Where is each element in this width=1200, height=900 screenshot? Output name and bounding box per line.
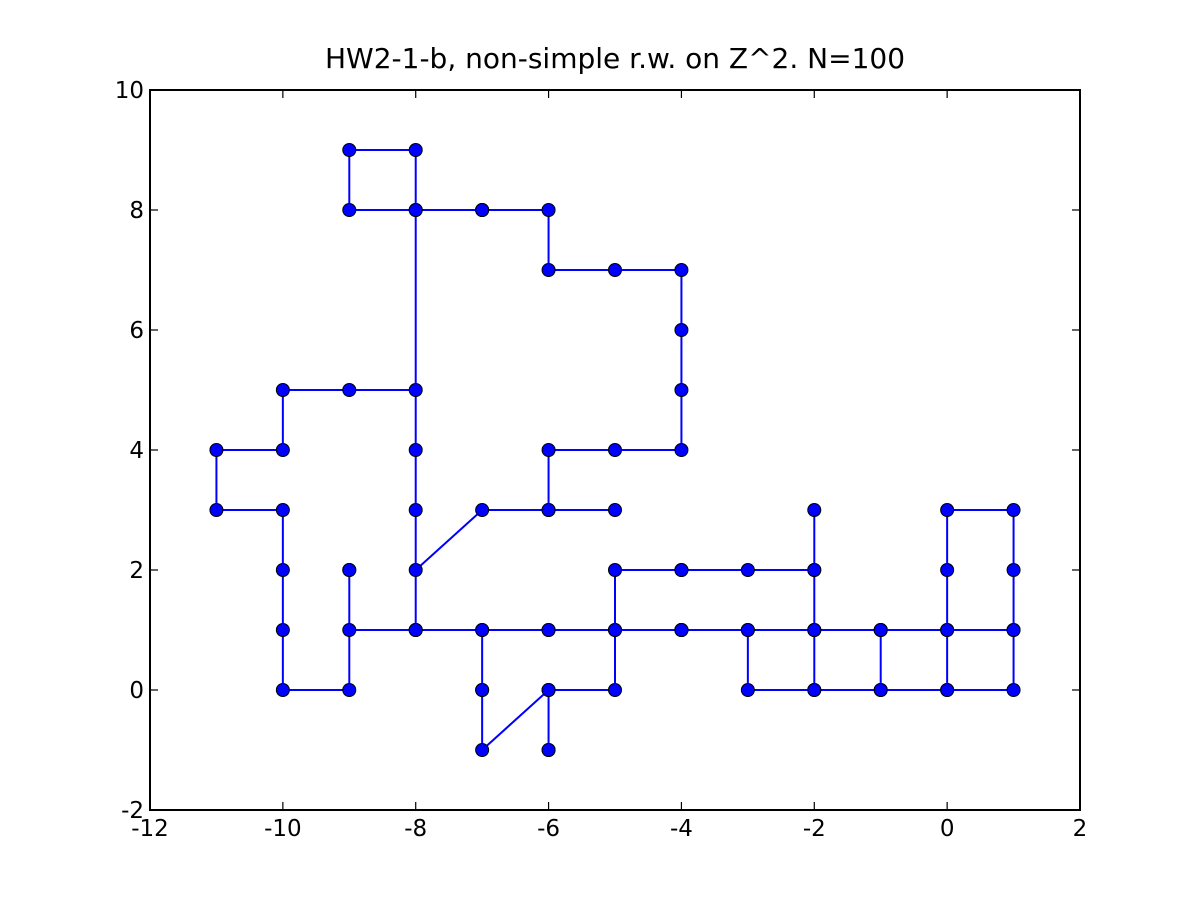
walk-point-marker: [275, 383, 290, 397]
walk-point-marker: [674, 383, 689, 397]
walk-point-marker: [674, 323, 689, 337]
walk-point-marker: [275, 623, 290, 637]
ticks-layer: -12 -10 -8 -6 -4 -2 0 2 -2 0 2 4 6 8 10: [115, 78, 1088, 842]
walk-point-marker: [940, 563, 955, 577]
walk-point-marker: [275, 563, 290, 577]
walk-point-marker: [1006, 503, 1021, 517]
walk-point-marker: [608, 263, 622, 277]
y-tick-label: 6: [129, 318, 144, 344]
walk-path-line: [215, 149, 1015, 753]
y-tick-label: 0: [129, 678, 144, 704]
walk-point-marker: [408, 443, 423, 457]
walk-point-marker: [608, 443, 622, 457]
walk-point-marker: [541, 443, 556, 457]
x-tick-label: -6: [537, 816, 560, 842]
walk-point-marker: [608, 503, 622, 517]
walk-point-marker: [873, 623, 888, 637]
walk-point-marker: [740, 683, 755, 697]
walk-point-marker: [342, 203, 357, 217]
walk-point-marker: [275, 503, 290, 517]
walk-point-marker: [940, 683, 955, 697]
walk-point-marker: [342, 683, 357, 697]
x-tick-label: 2: [1073, 816, 1088, 842]
walk-point-marker: [608, 563, 622, 577]
plot-area: -12 -10 -8 -6 -4 -2 0 2 -2 0 2 4 6 8 10: [115, 78, 1088, 842]
series-layer: [209, 143, 1021, 757]
x-tick-label: -4: [670, 816, 693, 842]
walk-point-marker: [940, 623, 955, 637]
walk-point-marker: [740, 563, 755, 577]
walk-point-marker: [807, 623, 822, 637]
walk-point-marker: [873, 683, 888, 697]
chart-title: HW2-1-b, non-simple r.w. on Z^2. N=100: [325, 42, 905, 75]
walk-point-marker: [342, 623, 357, 637]
walk-point-marker: [475, 683, 490, 697]
walk-point-marker: [209, 503, 224, 517]
y-tick-label: 2: [129, 558, 144, 584]
walk-point-marker: [541, 683, 556, 697]
walk-point-marker: [541, 503, 556, 517]
walk-point-marker: [475, 743, 490, 757]
y-tick-label: 10: [115, 78, 144, 104]
walk-point-marker: [541, 743, 556, 757]
walk-point-marker: [408, 563, 423, 577]
walk-point-marker: [408, 203, 423, 217]
walk-point-marker: [608, 683, 622, 697]
walk-point-marker: [608, 623, 622, 637]
y-tick-label: 4: [129, 438, 144, 464]
walk-point-marker: [674, 263, 689, 277]
walk-point-marker: [408, 623, 423, 637]
x-tick-label: -8: [404, 816, 427, 842]
x-tick-label: -2: [803, 816, 826, 842]
walk-point-marker: [342, 563, 357, 577]
walk-point-marker: [1006, 563, 1021, 577]
walk-point-marker: [740, 623, 755, 637]
walk-point-marker: [541, 263, 556, 277]
x-tick-label: 0: [940, 816, 955, 842]
walk-point-marker: [674, 563, 689, 577]
x-tick-label: -10: [264, 816, 302, 842]
walk-point-marker: [275, 683, 290, 697]
walk-point-marker: [807, 683, 822, 697]
walk-point-marker: [475, 503, 490, 517]
walk-point-marker: [342, 383, 357, 397]
walk-point-marker: [1006, 683, 1021, 697]
walk-point-marker: [342, 143, 357, 157]
walk-point-marker: [674, 443, 689, 457]
walk-point-marker: [541, 623, 556, 637]
walk-point-marker: [408, 383, 423, 397]
walk-point-marker: [209, 443, 224, 457]
walk-point-marker: [940, 503, 955, 517]
walk-point-marker: [408, 143, 423, 157]
x-tick-label: -12: [131, 816, 169, 842]
walk-point-marker: [1006, 623, 1021, 637]
y-tick-label: -2: [121, 798, 144, 824]
walk-point-marker: [275, 443, 290, 457]
walk-point-marker: [541, 203, 556, 217]
y-tick-label: 8: [129, 198, 144, 224]
walk-point-marker: [475, 623, 490, 637]
walk-point-marker: [807, 503, 822, 517]
walk-point-marker: [408, 503, 423, 517]
walk-point-marker: [674, 623, 689, 637]
walk-point-marker: [807, 563, 822, 577]
walk-point-marker: [475, 203, 490, 217]
